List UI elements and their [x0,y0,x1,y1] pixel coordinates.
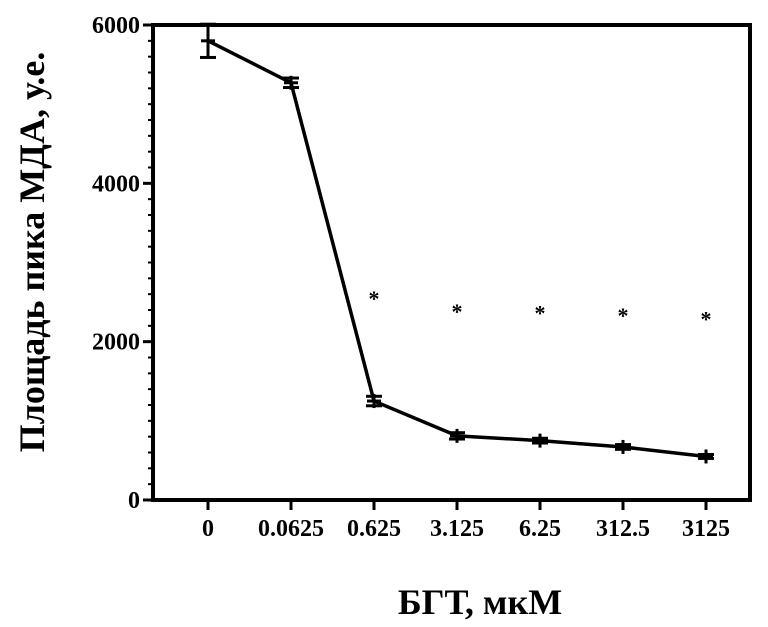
significance-marker-2: * [369,286,380,311]
significance-marker-3: * [452,299,463,324]
y-tick-label-6000: 6000 [92,13,140,39]
x-tick-label-3: 3.125 [430,516,484,542]
x-tick-label-5: 312.5 [596,516,650,542]
y-tick-label-2000: 2000 [92,330,140,356]
x-tick-label-1: 0.0625 [258,516,324,542]
significance-marker-4: * [535,301,546,326]
plot-frame [151,23,752,502]
series-line-0 [207,39,707,459]
significance-marker-6: * [701,306,712,331]
y-tick-label-4000: 4000 [92,171,140,197]
x-tick-label-2: 0.625 [347,516,401,542]
y-tick-label-0: 0 [128,488,140,514]
significance-marker-5: * [618,303,629,328]
y-axis-label: Площадь пика МДА, у.е. [12,52,52,453]
x-tick-label-4: 6.25 [519,516,561,542]
x-tick-label-0: 0 [202,516,214,542]
x-axis-label: БГТ, мкМ [398,582,562,622]
x-tick-label-6: 3125 [682,516,730,542]
